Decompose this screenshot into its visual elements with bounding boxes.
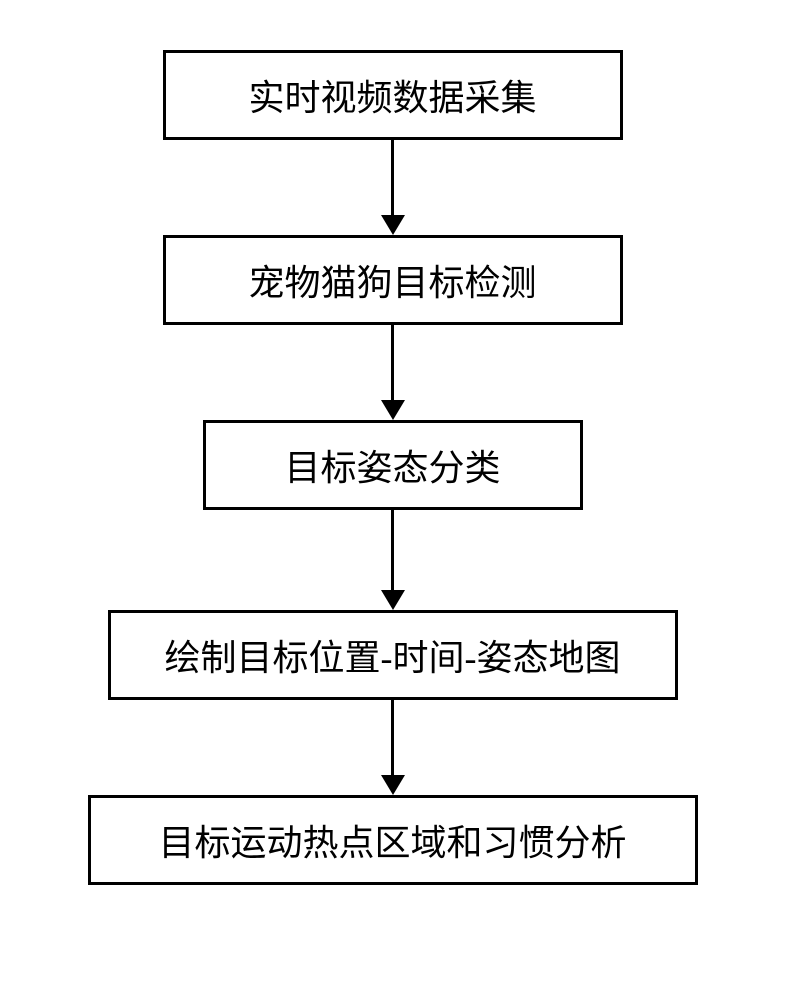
- flowchart-node-1-label: 实时视频数据采集: [248, 69, 536, 121]
- flowchart-node-4-label: 绘制目标位置-时间-姿态地图: [165, 629, 621, 681]
- flowchart-container: 实时视频数据采集 宠物猫狗目标检测 目标姿态分类 绘制目标位置-时间-姿态地图 …: [88, 50, 698, 885]
- flowchart-node-4: 绘制目标位置-时间-姿态地图: [108, 610, 678, 700]
- arrow-line: [391, 140, 394, 215]
- flowchart-arrow-4: [381, 700, 405, 795]
- flowchart-node-5-label: 目标运动热点区域和习惯分析: [158, 814, 626, 866]
- arrow-head-icon: [381, 400, 405, 420]
- arrow-line: [391, 700, 394, 775]
- arrow-head-icon: [381, 215, 405, 235]
- flowchart-node-2-label: 宠物猫狗目标检测: [248, 254, 536, 306]
- flowchart-arrow-1: [381, 140, 405, 235]
- flowchart-arrow-3: [381, 510, 405, 610]
- flowchart-node-2: 宠物猫狗目标检测: [163, 235, 623, 325]
- flowchart-node-3: 目标姿态分类: [203, 420, 583, 510]
- arrow-head-icon: [381, 775, 405, 795]
- flowchart-node-5: 目标运动热点区域和习惯分析: [88, 795, 698, 885]
- flowchart-arrow-2: [381, 325, 405, 420]
- arrow-line: [391, 510, 394, 590]
- flowchart-node-3-label: 目标姿态分类: [284, 439, 500, 491]
- arrow-line: [391, 325, 394, 400]
- arrow-head-icon: [381, 590, 405, 610]
- flowchart-node-1: 实时视频数据采集: [163, 50, 623, 140]
